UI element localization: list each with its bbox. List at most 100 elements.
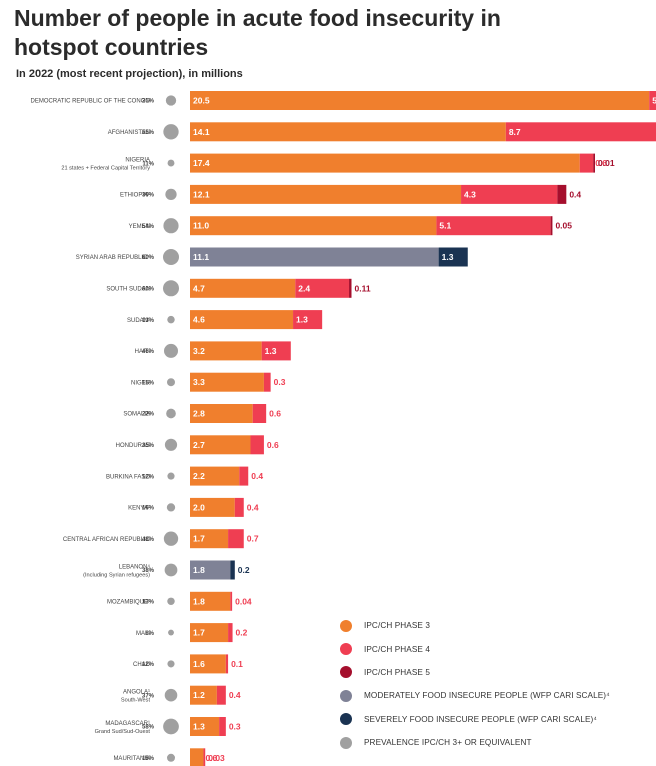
- prevalence-dot: [163, 218, 179, 234]
- phase4-bar: [230, 591, 233, 611]
- value-label: 0.4: [229, 690, 241, 700]
- phase4-bar: [293, 310, 323, 330]
- prevalence-label: 13%: [142, 600, 155, 606]
- phase3-bar: [190, 278, 296, 298]
- value-label: 8.7: [509, 127, 521, 137]
- value-label: 0.6: [205, 753, 217, 763]
- value-label: 0.4: [251, 471, 263, 481]
- prevalence-label: 30%: [142, 193, 155, 199]
- country-label: ETHIOPIA¹: [120, 193, 150, 199]
- value-label: 0.03: [208, 753, 225, 763]
- value-label: 2.0: [193, 502, 205, 512]
- prevalence-dot: [166, 408, 176, 419]
- prevalence-dot: [164, 563, 178, 577]
- phase3-bar: [190, 529, 229, 549]
- country-label: BURKINA FASO: [106, 474, 150, 480]
- value-label: 2.4: [298, 283, 310, 293]
- value-label: 17.4: [193, 158, 210, 168]
- value-label: 1.3: [265, 346, 277, 356]
- phase3-bar: [190, 91, 650, 110]
- phase4-bar: [579, 153, 594, 173]
- value-label: 4.3: [464, 189, 476, 199]
- phase5-bar: [557, 184, 567, 204]
- country-label: SYRIAN ARAB REPUBLIC⁴: [76, 254, 151, 261]
- prevalence-label: 15%: [142, 380, 155, 386]
- country-sublabel: 21 states + Federal Capital Territory: [61, 166, 150, 172]
- phase4-bar: [263, 372, 271, 392]
- prevalence-dot: [164, 438, 178, 451]
- phase4-bar: [295, 278, 350, 298]
- prevalence-label: 54%: [142, 224, 155, 230]
- value-label: 1.8: [193, 596, 205, 606]
- prevalence-dot: [167, 159, 175, 167]
- country-label: SOUTH SUDAN: [106, 287, 150, 293]
- prevalence-label: 25%: [142, 99, 155, 105]
- value-label: 5.1: [439, 221, 451, 231]
- value-label: 20.5: [193, 96, 210, 106]
- value-label: 11.1: [193, 252, 209, 262]
- prevalence-label: 12%: [142, 474, 155, 480]
- value-label: 0.4: [569, 189, 581, 199]
- prevalence-dot: [167, 315, 175, 324]
- prevalence-label: 11%: [142, 161, 154, 167]
- country-label: KENYA¹: [128, 506, 150, 512]
- country-label: DEMOCRATIC REPUBLIC OF THE CONGO: [31, 99, 151, 105]
- prevalence-dot: [163, 531, 179, 546]
- phase4-bar: [228, 529, 244, 549]
- value-label: 3.3: [193, 377, 205, 387]
- country-label: MAURITANIA: [113, 756, 150, 762]
- chart-subtitle: In 2022 (most recent projection), in mil…: [16, 68, 243, 80]
- phase4-bar: [250, 435, 264, 455]
- legend-item-prevalence: PREVALENCE IPC/CH 3+ OR EQUIVALENT: [340, 731, 640, 754]
- value-label: 4.7: [193, 283, 205, 293]
- value-label: 1.7: [193, 628, 205, 638]
- phase3-bar: [190, 372, 264, 392]
- prevalence-label: 22%: [142, 412, 155, 418]
- legend-item-phase3: IPC/CH PHASE 3: [340, 614, 640, 637]
- moderate-bar: [190, 247, 439, 267]
- phase4-bar: [225, 654, 229, 674]
- legend-swatch: [340, 736, 352, 749]
- prevalence-label: 15%: [142, 756, 155, 762]
- legend-label: IPC/CH PHASE 3: [364, 621, 431, 631]
- country-label: SUDAN¹: [127, 318, 150, 324]
- moderate-bar: [190, 560, 231, 580]
- phase3-bar: [190, 341, 262, 361]
- value-label: 0.1: [231, 659, 243, 669]
- legend-item-phase5: IPC/CH PHASE 5: [340, 661, 640, 684]
- legend-label: SEVERELY FOOD INSECURE PEOPLE (WFP CARI …: [364, 714, 597, 724]
- legend-swatch: [340, 713, 352, 726]
- legend-swatch: [340, 619, 352, 632]
- country-label: MOZAMBIQUE¹: [107, 600, 150, 606]
- legend-swatch: [340, 666, 352, 679]
- phase3-bar: [190, 310, 294, 330]
- legend-swatch: [340, 643, 352, 656]
- prevalence-dot: [168, 629, 174, 636]
- phase3-bar: [190, 654, 226, 674]
- legend-swatch: [340, 689, 352, 702]
- value-label: 0.05: [555, 221, 572, 231]
- value-label: 0.7: [247, 534, 259, 544]
- value-label: 14.1: [193, 127, 210, 137]
- phase3-bar: [190, 748, 204, 766]
- prevalence-dot: [165, 188, 177, 201]
- value-label: 0.6: [595, 158, 607, 168]
- prevalence-dot: [166, 503, 176, 512]
- value-label: 0.3: [274, 377, 286, 387]
- value-label: 1.7: [193, 534, 205, 544]
- value-label: 1.8: [193, 565, 205, 575]
- value-label: 4.6: [193, 315, 205, 325]
- country-label: ANGOLA¹: [123, 690, 150, 696]
- phase4-bar: [436, 216, 551, 236]
- country-label: NIGER: [131, 380, 151, 386]
- legend-label: MODERATELY FOOD INSECURE PEOPLE (WFP CAR…: [364, 691, 610, 701]
- phase5-bar: [550, 216, 553, 236]
- prevalence-dot: [167, 378, 175, 387]
- value-label: 2.2: [193, 471, 205, 481]
- prevalence-dot: [167, 597, 175, 606]
- prevalence-dot: [163, 249, 179, 265]
- country-label: CENTRAL AFRICAN REPUBLIC: [63, 537, 151, 543]
- value-label: 2.7: [193, 440, 205, 450]
- phase3-bar: [190, 466, 240, 486]
- phase5-bar: [593, 153, 595, 173]
